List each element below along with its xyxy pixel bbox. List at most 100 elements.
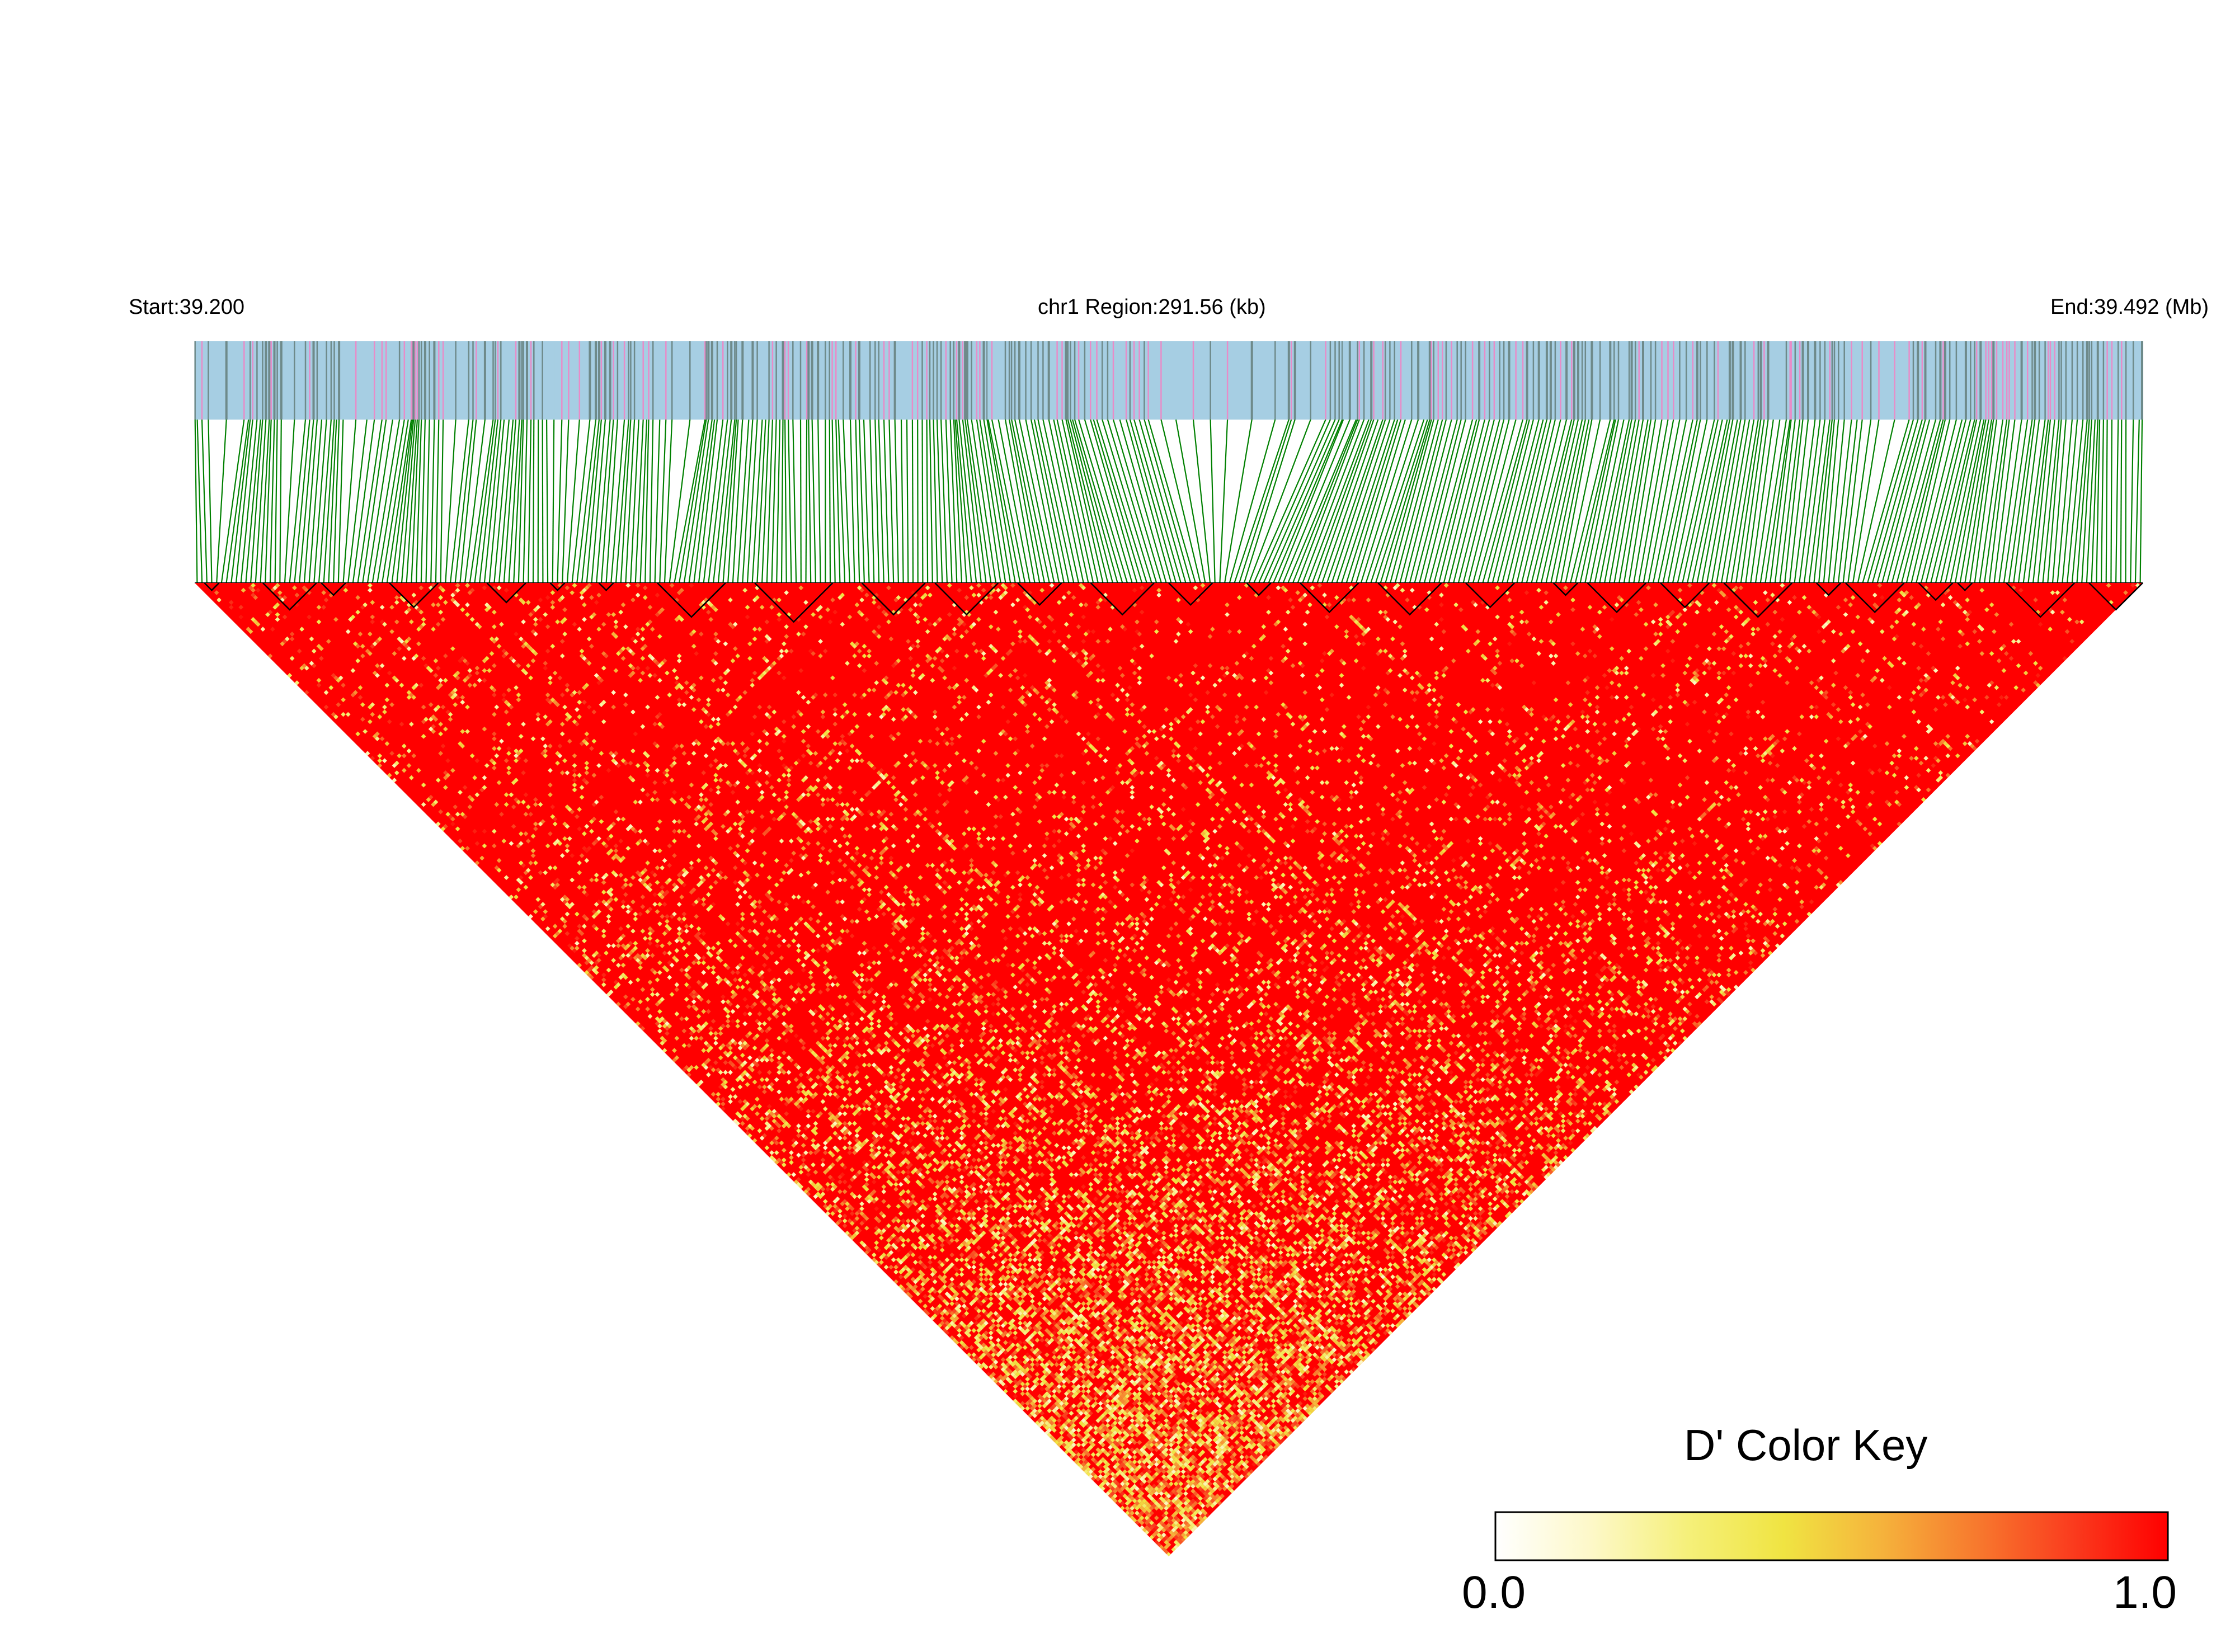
ld-cell <box>949 1320 954 1326</box>
ld-cell <box>998 1364 1003 1369</box>
ld-cell <box>864 1216 869 1221</box>
snp-connector-line <box>508 419 520 583</box>
ld-cell <box>1137 1493 1142 1499</box>
ld-cell <box>903 1255 909 1260</box>
snp-connector-line <box>2100 419 2104 583</box>
snp-connector-line <box>1667 419 1701 583</box>
ld-cell <box>618 955 623 961</box>
snp-connector-line <box>2022 419 2046 583</box>
ld-cell <box>813 1194 818 1199</box>
ld-cell <box>703 1060 709 1065</box>
ld-cell <box>1122 1493 1127 1499</box>
ld-cell <box>496 858 502 863</box>
snp-connector-line <box>600 419 614 583</box>
ld-cell <box>1076 1433 1081 1438</box>
snp-connector-line <box>979 419 1006 583</box>
ld-cell <box>368 719 373 724</box>
snp-connector-line <box>1998 419 2022 583</box>
ld-cell <box>323 704 329 710</box>
snp-connector-line <box>1009 419 1041 583</box>
snp-connector-line <box>216 419 227 583</box>
ld-cell <box>625 1001 631 1007</box>
snp-connector-line <box>260 419 270 583</box>
ld-cell <box>917 1274 923 1279</box>
ld-cell <box>769 1126 774 1131</box>
ld-cell <box>815 1192 821 1197</box>
ld-cell <box>891 1257 896 1263</box>
ld-cell <box>1185 1532 1191 1538</box>
ld-cell <box>1000 1362 1006 1367</box>
ld-cell <box>355 731 360 737</box>
ld-cell <box>492 843 497 849</box>
ld-cell <box>1115 1462 1120 1467</box>
ld-cell <box>703 1041 709 1046</box>
snp-connector-line <box>698 419 718 583</box>
snp-connector-line <box>2008 419 2033 583</box>
ld-cell <box>789 1150 794 1155</box>
ld-cell <box>1052 1423 1057 1428</box>
snp-connector-line <box>962 419 982 583</box>
ld-cell <box>1120 1500 1125 1506</box>
ld-cell <box>988 1374 994 1380</box>
ld-cell <box>665 1030 670 1036</box>
ld-cell <box>280 641 285 647</box>
ld-cell <box>699 1036 704 1041</box>
ld-cell <box>409 775 414 780</box>
ld-cell <box>818 1184 823 1189</box>
ld-cell <box>341 697 346 703</box>
ld-cell <box>1013 1359 1018 1365</box>
ld-cell <box>248 585 253 591</box>
ld-cell <box>721 1102 726 1107</box>
ld-cell <box>1090 1476 1096 1482</box>
snp-connector-line <box>2032 419 2052 583</box>
ld-cell <box>528 860 533 865</box>
snp-connector-line <box>552 419 555 583</box>
ld-cell <box>564 902 570 907</box>
ld-cell <box>577 963 582 968</box>
ld-cell <box>713 1060 718 1065</box>
ld-cell <box>655 1021 660 1027</box>
ld-cell <box>1105 1462 1111 1467</box>
snp-connector-line <box>2017 419 2040 583</box>
ld-cell <box>462 814 468 820</box>
ld-cell <box>1173 1510 1179 1515</box>
ld-cell <box>915 1277 920 1282</box>
ld-cell <box>1146 1513 1152 1518</box>
ld-cell <box>901 1257 906 1263</box>
snp-connector-line <box>1253 419 1326 583</box>
ld-cell <box>949 1286 954 1292</box>
snp-connector-line <box>1457 419 1500 583</box>
ld-cell <box>1081 1462 1086 1467</box>
ld-cell <box>1032 1379 1037 1384</box>
ld-cell <box>387 719 392 724</box>
ld-cell <box>939 1296 945 1301</box>
ld-cell <box>849 1206 855 1211</box>
ld-cell <box>928 1264 933 1270</box>
ld-cell <box>755 1096 760 1102</box>
snp-connector-line <box>997 419 1031 583</box>
ld-cell <box>737 1075 743 1080</box>
snp-connector-line <box>1550 419 1586 583</box>
ld-cell <box>908 1269 913 1275</box>
ld-cell <box>857 1194 862 1199</box>
ld-cell <box>1032 1408 1037 1414</box>
ld-cell <box>1169 1520 1174 1526</box>
snp-connector-line <box>664 419 673 583</box>
snp-connector-line <box>831 419 836 583</box>
ld-cell <box>699 1079 704 1085</box>
ld-cell <box>964 1330 970 1335</box>
ld-cell <box>1154 1500 1159 1506</box>
ld-cell <box>657 1023 662 1029</box>
ld-cell <box>582 924 587 929</box>
snp-connector-line <box>1067 419 1109 583</box>
ld-cell <box>1042 1403 1047 1409</box>
ld-cell <box>837 1189 843 1194</box>
ld-cell <box>492 829 497 834</box>
snp-connector-line <box>1248 419 1311 583</box>
snp-connector-line <box>1004 419 1036 583</box>
ld-cell <box>1083 1459 1089 1465</box>
snp-connector-line <box>1881 419 1926 583</box>
snp-connector-line <box>1847 419 1872 583</box>
ld-cell <box>638 999 643 1004</box>
snp-connector-line <box>1072 419 1118 583</box>
